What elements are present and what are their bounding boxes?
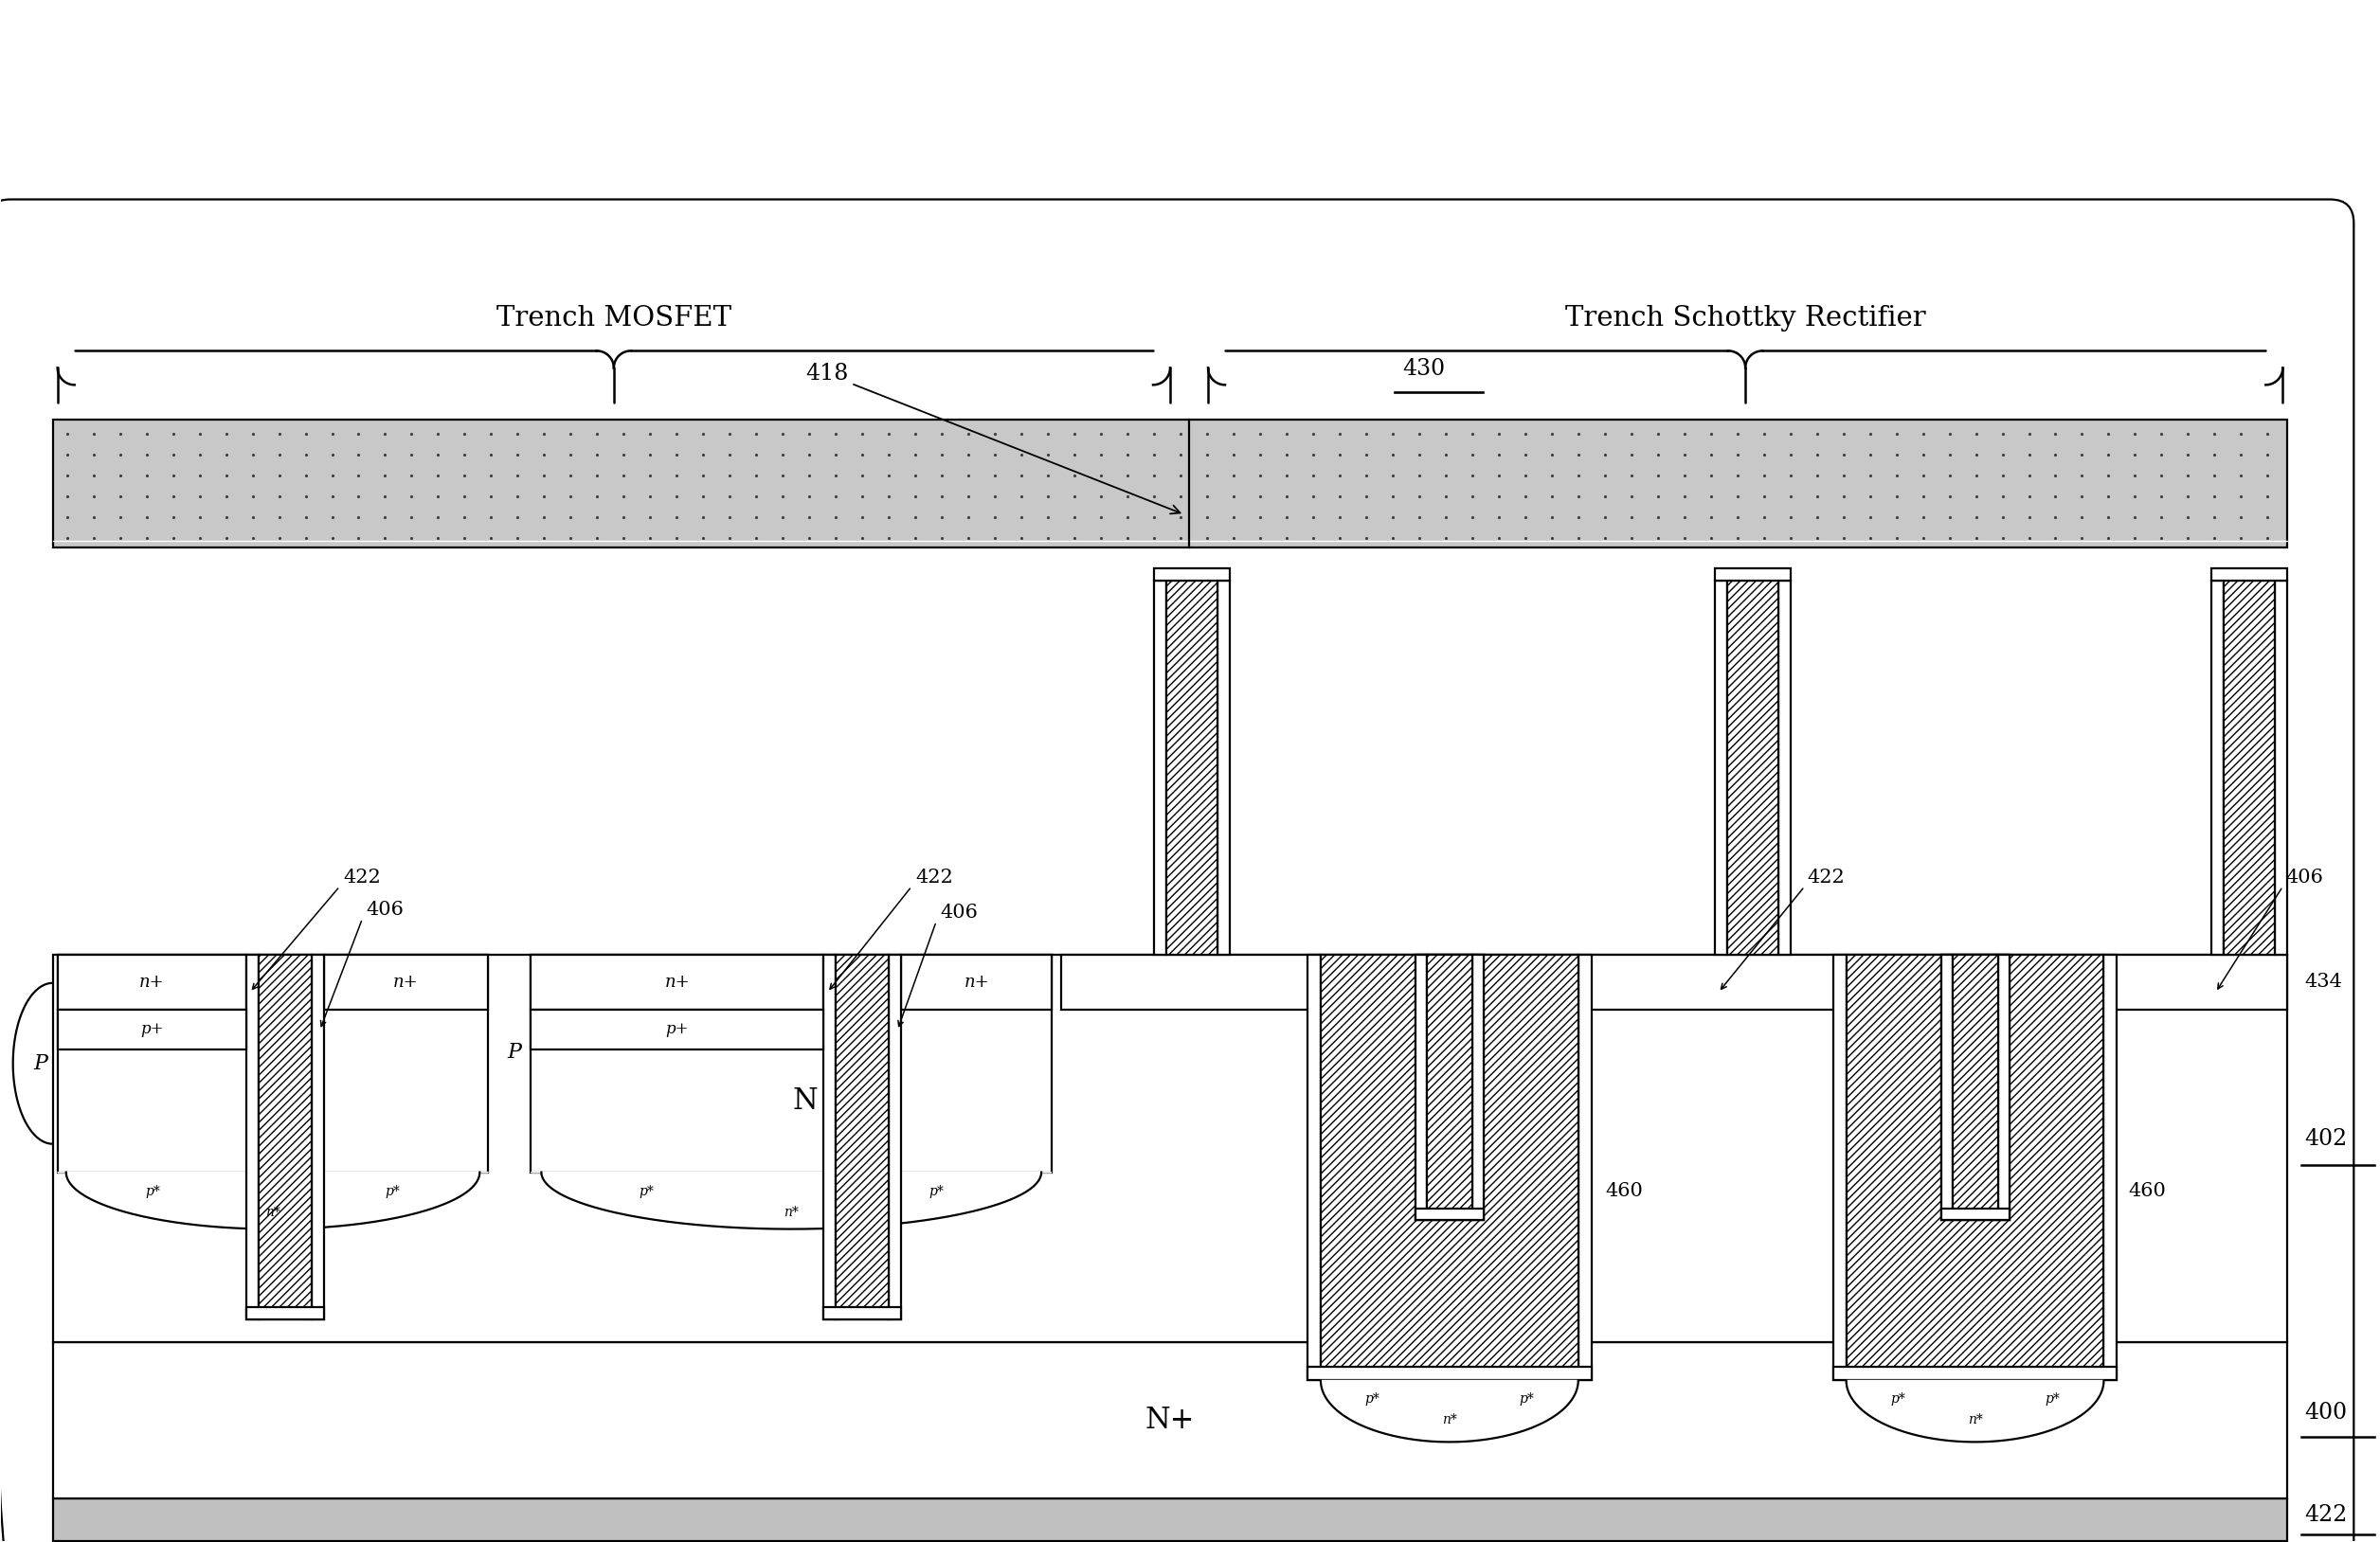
Bar (52, 1343, 2287, 1499)
Text: 422: 422 (916, 868, 952, 887)
Text: p*: p* (1518, 1392, 1535, 1406)
Text: 422: 422 (1806, 868, 1844, 887)
Text: Trench MOSFET: Trench MOSFET (497, 305, 731, 332)
Bar (1154, 569, 1230, 581)
Bar (2211, 569, 2287, 581)
Text: n+: n+ (138, 973, 164, 990)
Bar (2104, 954, 2118, 1380)
Text: n+: n+ (393, 973, 419, 990)
Text: 422: 422 (343, 868, 381, 887)
Text: Trench Schottky Rectifier: Trench Schottky Rectifier (1566, 305, 1925, 332)
Bar (1942, 954, 2009, 1220)
Bar (1714, 581, 1728, 954)
Bar (1942, 954, 1952, 1220)
Text: 406: 406 (367, 901, 405, 919)
Text: 434: 434 (2304, 973, 2342, 992)
Bar (1154, 581, 1166, 954)
Bar (52, 1499, 2287, 1542)
Bar (1942, 1209, 2009, 1220)
Bar (1307, 1368, 1592, 1380)
Text: 460: 460 (1606, 1183, 1645, 1200)
Text: 402: 402 (2304, 1129, 2347, 1150)
Bar (531, 954, 1052, 1172)
Text: p*: p* (1364, 1392, 1380, 1406)
Polygon shape (1847, 1380, 2104, 1442)
Text: n*: n* (1442, 1414, 1457, 1426)
Bar (2223, 581, 2275, 954)
Bar (823, 1306, 902, 1318)
Bar (245, 954, 257, 1318)
Text: p+: p+ (666, 1021, 688, 1038)
Bar (52, 419, 2287, 547)
Polygon shape (1321, 1380, 1578, 1442)
Bar (1997, 954, 2009, 1220)
Bar (1307, 954, 1321, 1380)
Bar (57, 954, 488, 1172)
Text: 406: 406 (2285, 868, 2323, 887)
Text: 430: 430 (1402, 358, 1445, 381)
Bar (1714, 569, 1790, 581)
Bar (57, 954, 245, 1010)
Bar (1061, 954, 2287, 1010)
Bar (312, 954, 324, 1318)
Text: 406: 406 (940, 904, 978, 922)
Bar (57, 1010, 245, 1049)
Bar (245, 1306, 324, 1318)
Bar (1473, 954, 1483, 1220)
Text: P: P (33, 1053, 48, 1073)
Bar (1778, 581, 1790, 954)
Bar (1219, 581, 1230, 954)
Bar (1847, 954, 2104, 1380)
Bar (531, 954, 823, 1010)
Text: p*: p* (145, 1184, 159, 1198)
Text: 400: 400 (2304, 1402, 2347, 1423)
Bar (1728, 581, 1778, 954)
Bar (1321, 954, 1578, 1380)
Bar (257, 954, 312, 1318)
Bar (888, 954, 902, 1318)
Bar (324, 954, 488, 1010)
Polygon shape (531, 1172, 1052, 1229)
Bar (823, 954, 835, 1318)
Text: N: N (793, 1087, 819, 1116)
Text: 422: 422 (2304, 1505, 2347, 1527)
Text: p*: p* (2044, 1392, 2059, 1406)
Bar (1833, 954, 1847, 1380)
Text: n+: n+ (964, 973, 990, 990)
Text: p*: p* (386, 1184, 400, 1198)
Text: p*: p* (1890, 1392, 1906, 1406)
Bar (1426, 954, 1473, 1220)
Text: n*: n* (1968, 1414, 1983, 1426)
Bar (1166, 581, 1219, 954)
Bar (52, 954, 2287, 1343)
Bar (531, 1010, 823, 1049)
Text: p*: p* (928, 1184, 945, 1198)
Bar (1833, 1368, 2118, 1380)
Bar (2275, 581, 2287, 954)
Bar (835, 954, 888, 1318)
Text: n*: n* (783, 1206, 800, 1218)
Bar (902, 954, 1052, 1010)
Polygon shape (57, 1172, 488, 1229)
Text: 418: 418 (804, 362, 1180, 513)
Bar (1416, 954, 1483, 1220)
Bar (1578, 954, 1592, 1380)
Bar (1416, 954, 1426, 1220)
Text: N+: N+ (1145, 1406, 1195, 1436)
Text: P: P (507, 1042, 521, 1062)
Bar (1416, 1209, 1483, 1220)
Text: 460: 460 (2128, 1183, 2166, 1200)
Text: n*: n* (267, 1206, 281, 1218)
Text: p+: p+ (140, 1021, 164, 1038)
Bar (2211, 581, 2223, 954)
Text: n+: n+ (664, 973, 690, 990)
Bar (1952, 954, 1997, 1220)
Text: p*: p* (638, 1184, 654, 1198)
